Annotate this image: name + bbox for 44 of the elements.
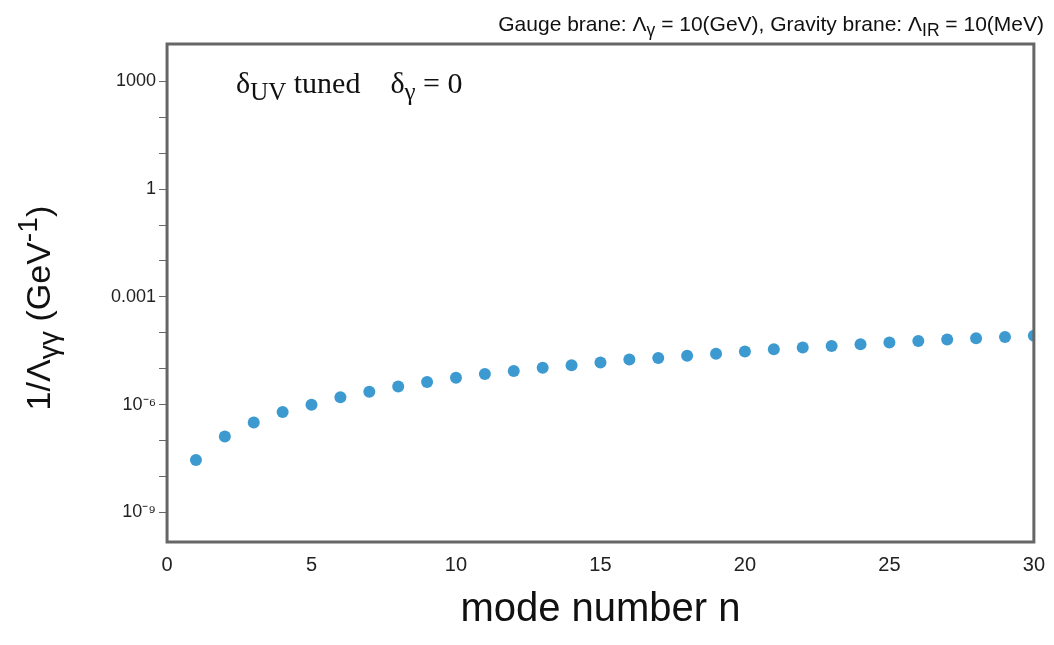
point bbox=[883, 336, 896, 349]
point bbox=[912, 335, 925, 348]
x-tick-label: 30 bbox=[1022, 552, 1045, 575]
y-tick-label: 1000 bbox=[116, 70, 157, 91]
y-tick-label: 10⁻⁹ bbox=[122, 501, 157, 522]
point bbox=[854, 338, 867, 351]
point bbox=[681, 349, 694, 362]
x-axis-title: mode number n bbox=[460, 585, 741, 630]
y-tick-label: 0.001 bbox=[111, 285, 157, 306]
point bbox=[825, 339, 838, 352]
x-tick-label: 5 bbox=[305, 552, 318, 575]
point bbox=[478, 368, 491, 381]
point bbox=[710, 347, 723, 360]
point bbox=[623, 353, 636, 366]
point bbox=[565, 359, 578, 372]
point bbox=[998, 331, 1011, 344]
point bbox=[276, 406, 289, 419]
point bbox=[767, 343, 780, 356]
x-tick-label: 0 bbox=[161, 552, 173, 575]
annotation: δ$_{UV}$ tuned δ$_{γ}$ = 0 bbox=[236, 66, 463, 106]
y-tick-label: 1 bbox=[146, 178, 157, 199]
point bbox=[305, 398, 318, 411]
x-tick-label: 20 bbox=[733, 552, 757, 575]
point bbox=[392, 380, 405, 393]
point bbox=[941, 333, 954, 346]
point bbox=[507, 364, 520, 377]
point bbox=[536, 361, 549, 374]
x-tick-label: 15 bbox=[589, 552, 612, 575]
point bbox=[796, 341, 809, 354]
point bbox=[421, 375, 434, 388]
chart-title: Gauge brane: Λ$_{γ}$ = 10(GeV), Gravity brane: Λ$_{IR}$ = 10(MeV) bbox=[498, 12, 1044, 42]
point bbox=[334, 391, 347, 404]
x-tick-label: 25 bbox=[878, 552, 901, 575]
point bbox=[652, 351, 665, 364]
point bbox=[449, 371, 462, 384]
x-tick-label: 10 bbox=[444, 552, 468, 575]
y-tick-label: 10⁻⁶ bbox=[122, 393, 157, 414]
point bbox=[738, 345, 751, 358]
point bbox=[189, 453, 202, 466]
point bbox=[594, 356, 607, 369]
point bbox=[970, 332, 983, 345]
point bbox=[218, 430, 231, 443]
point bbox=[247, 416, 260, 429]
point bbox=[363, 385, 376, 398]
